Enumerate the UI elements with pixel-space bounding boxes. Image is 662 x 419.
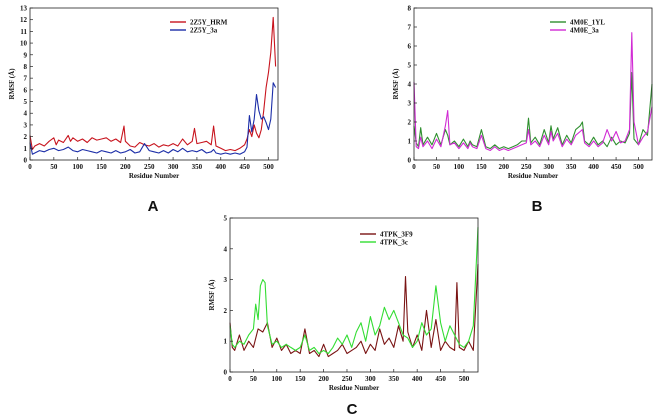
- chart-panel-c: 0 50 100 150 200 250 300 350 400 450 500 0 1 2 3 4 5 Resi…: [208, 215, 479, 392]
- y-tick-label-b-5: 5: [408, 62, 412, 70]
- y-tick-label-a-1: 1: [24, 145, 28, 153]
- y-tick-label-b-1: 1: [408, 138, 412, 146]
- x-tick-label-b-150: 150: [476, 163, 487, 171]
- y-tick-label-a-8: 8: [24, 63, 28, 71]
- y-tick-label-b-7: 7: [408, 24, 412, 32]
- x-tick-label-c-200: 200: [318, 375, 329, 383]
- x-tick-label-a-250: 250: [144, 163, 155, 171]
- series-line-a-1: [29, 16, 277, 152]
- legend-label-a-1: 2Z5Y_HRM: [190, 19, 228, 27]
- x-tick-label-b-250: 250: [521, 163, 532, 171]
- y-tick-label-c-3: 3: [224, 276, 228, 284]
- x-tick-label-b-200: 200: [499, 163, 510, 171]
- x-tick-label-a-150: 150: [96, 163, 107, 171]
- y-tick-label-a-7: 7: [24, 75, 28, 83]
- x-tick-label-c-350: 350: [389, 375, 400, 383]
- y-tick-label-a-4: 4: [24, 110, 28, 118]
- y-tick-label-a-11: 11: [20, 28, 27, 36]
- series-line-a-2: [29, 82, 277, 155]
- y-tick-label-a-6: 6: [24, 86, 28, 94]
- y-tick-label-a-10: 10: [20, 40, 28, 48]
- chart-panel-b: 0 50 100 150 200 250 300 350 400 450 500 0 1 2 3 4 5 6 7 8 R…: [392, 5, 653, 180]
- x-tick-label-b-0: 0: [412, 163, 416, 171]
- y-tick-label-c-0: 0: [224, 369, 228, 377]
- x-tick-label-c-0: 0: [228, 375, 232, 383]
- y-tick-label-b-8: 8: [408, 5, 412, 13]
- x-axis-title-b: Residue Number: [508, 172, 558, 180]
- series-line-b-2: [413, 32, 653, 152]
- legend-label-c-2: 4TPK_3c: [380, 239, 408, 247]
- legend-label-a-2: 2Z5Y_3a: [190, 27, 218, 35]
- y-tick-label-b-6: 6: [408, 43, 412, 51]
- x-tick-label-b-400: 400: [588, 163, 599, 171]
- x-tick-label-a-350: 350: [192, 163, 203, 171]
- x-tick-label-a-0: 0: [28, 163, 32, 171]
- y-tick-label-b-4: 4: [408, 81, 412, 89]
- x-tick-label-a-200: 200: [120, 163, 131, 171]
- x-tick-label-a-100: 100: [72, 163, 83, 171]
- x-axis-title-a: Residue Number: [129, 172, 179, 180]
- y-tick-label-c-1: 1: [224, 338, 228, 346]
- x-tick-label-b-350: 350: [566, 163, 577, 171]
- series-line-c-2: [229, 227, 479, 355]
- x-tick-label-a-450: 450: [239, 163, 250, 171]
- legend-label-b-2: 4M0E_3a: [570, 27, 599, 35]
- x-tick-label-b-500: 500: [633, 163, 644, 171]
- panel-label-b: B: [532, 198, 543, 215]
- x-tick-label-c-400: 400: [412, 375, 423, 383]
- y-tick-label-c-2: 2: [224, 307, 228, 315]
- y-tick-label-a-3: 3: [24, 121, 28, 129]
- x-tick-label-c-250: 250: [342, 375, 353, 383]
- x-tick-label-c-300: 300: [365, 375, 376, 383]
- series-line-c-1: [229, 264, 479, 358]
- panel-label-c: C: [347, 401, 358, 418]
- legend-label-b-1: 4M0E_1YL: [570, 19, 605, 27]
- y-tick-label-a-9: 9: [24, 51, 28, 59]
- x-tick-label-c-50: 50: [250, 375, 258, 383]
- y-tick-label-b-3: 3: [408, 100, 412, 108]
- x-tick-label-a-500: 500: [263, 163, 274, 171]
- y-axis-title-a: RMSF (Å): [8, 68, 16, 100]
- y-axis-title-c: RMSF (Å): [208, 279, 216, 311]
- x-tick-label-c-100: 100: [272, 375, 283, 383]
- x-tick-label-c-150: 150: [295, 375, 306, 383]
- y-tick-label-b-0: 0: [408, 157, 412, 165]
- x-tick-label-b-100: 100: [454, 163, 465, 171]
- x-tick-label-a-300: 300: [168, 163, 179, 171]
- y-tick-label-b-2: 2: [408, 119, 412, 127]
- x-tick-label-b-50: 50: [433, 163, 441, 171]
- y-axis-title-b: RMSF (Å): [392, 68, 400, 100]
- y-tick-label-a-5: 5: [24, 98, 28, 106]
- plot-frame-a: [29, 7, 279, 161]
- x-tick-label-c-500: 500: [459, 375, 470, 383]
- y-tick-label-a-0: 0: [24, 157, 28, 165]
- panel-label-a: A: [148, 198, 159, 215]
- y-tick-label-c-4: 4: [224, 245, 228, 253]
- y-tick-label-a-13: 13: [20, 5, 28, 13]
- legend-label-c-1: 4TPK_3F9: [380, 231, 413, 239]
- x-tick-label-c-450: 450: [435, 375, 446, 383]
- y-tick-label-a-2: 2: [24, 133, 28, 141]
- x-axis-title-c: Residue Number: [329, 384, 379, 392]
- x-tick-label-a-50: 50: [50, 163, 58, 171]
- chart-panel-a: 0 50 100 150 200 250 300 350 400 450 5000123456789…: [8, 5, 279, 180]
- x-tick-label-b-300: 300: [543, 163, 554, 171]
- x-tick-label-a-400: 400: [216, 163, 227, 171]
- y-tick-label-a-12: 12: [20, 16, 28, 24]
- y-tick-label-c-5: 5: [224, 215, 228, 223]
- plot-frame-c: [229, 217, 479, 373]
- x-tick-label-b-450: 450: [611, 163, 622, 171]
